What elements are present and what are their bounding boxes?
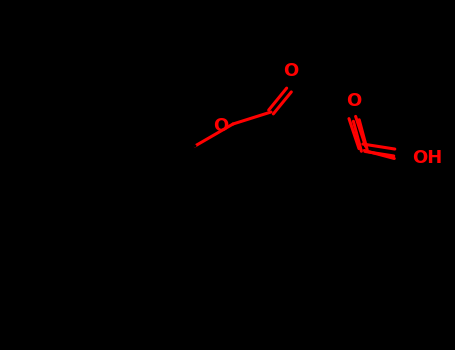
Text: O: O: [213, 117, 228, 135]
Text: OH: OH: [412, 149, 443, 168]
Text: O: O: [283, 62, 298, 80]
Text: O: O: [346, 92, 361, 111]
